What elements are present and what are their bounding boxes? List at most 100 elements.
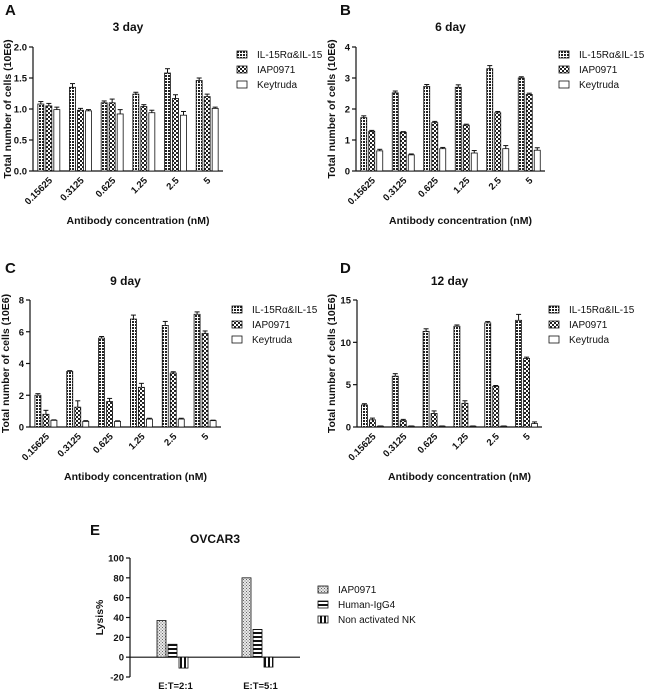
legend-swatch (236, 50, 248, 59)
y-tick-label: 0 (345, 167, 350, 178)
y-axis-label: Total number of cells (10E6) (0, 294, 12, 433)
bar-dense (486, 68, 494, 172)
y-tick-label: 0 (19, 423, 24, 434)
x-tick-label: 0.625 (416, 175, 441, 200)
legend-label: Human-IgG4 (338, 600, 396, 611)
legend-label: IAP0971 (257, 65, 296, 76)
legend-swatch (558, 65, 570, 74)
bar-check (461, 402, 469, 428)
y-tick-label: 100 (108, 554, 124, 565)
bar-dense (66, 371, 74, 428)
panel-letter: C (5, 260, 16, 277)
y-tick-label: 0 (119, 653, 124, 664)
bar-dense (69, 86, 76, 172)
x-tick-label: 0.15625 (346, 175, 379, 208)
bar-dense (454, 86, 462, 172)
bar-white (146, 418, 153, 428)
bar-dense (360, 117, 368, 172)
bar-white (531, 423, 538, 428)
legend-swatch (317, 600, 329, 609)
y-tick-label: 0.5 (14, 136, 28, 147)
bar-white (177, 418, 185, 428)
bar-white (376, 150, 384, 172)
chart-title: 6 day (435, 20, 466, 34)
legend-label: Non activated NK (338, 615, 416, 626)
bar-hstripe (252, 629, 263, 658)
x-tick-label: E:T=5:1 (243, 681, 278, 692)
panel-letter: B (340, 2, 351, 19)
bar-check (369, 419, 376, 428)
bar-check (77, 109, 84, 172)
bar-dense (34, 394, 42, 428)
bar-white (180, 114, 187, 172)
x-tick-label: 5 (524, 175, 536, 187)
bar-check (74, 406, 82, 428)
y-tick-label: 2.0 (14, 43, 27, 54)
bar-check (172, 98, 179, 172)
legend-label: Keytruda (569, 335, 609, 346)
bar-white (439, 148, 447, 172)
y-tick-label: 1 (345, 136, 351, 147)
x-tick-label: 1.25 (127, 431, 148, 452)
x-tick-label: 2.5 (485, 431, 503, 449)
bar-vstripe (263, 656, 274, 668)
legend-label: Keytruda (252, 335, 292, 346)
bar-dense (422, 330, 430, 428)
bar-check (106, 401, 113, 428)
x-tick-label: 1.25 (129, 175, 150, 196)
bar-white (85, 110, 92, 172)
x-axis-label: Antibody concentration (nM) (388, 471, 531, 483)
bar-white (211, 107, 219, 172)
chart-title: 12 day (431, 274, 469, 288)
x-tick-label: 0.15625 (346, 431, 379, 464)
x-axis-label: Antibody concentration (nM) (389, 215, 532, 227)
bar-dense (391, 375, 399, 428)
y-tick-label: 60 (113, 593, 124, 604)
x-tick-label: 2.5 (162, 431, 180, 449)
y-tick-label: 20 (113, 633, 124, 644)
bar-dense (193, 313, 201, 428)
y-tick-label: -20 (110, 673, 124, 684)
x-tick-label: 0.3125 (381, 175, 410, 204)
bar-check (169, 372, 177, 428)
legend-swatch (548, 305, 560, 314)
legend-swatch (231, 320, 243, 329)
y-tick-label: 3 (345, 74, 350, 85)
bar-white (116, 113, 124, 172)
x-tick-label: 0.625 (94, 175, 119, 200)
bar-dense (515, 319, 522, 428)
legend-label: IL-15Rα&IL-15 (252, 305, 318, 316)
y-tick-label: 0.0 (14, 167, 27, 178)
bar-check (462, 124, 470, 172)
y-tick-label: 2 (345, 105, 350, 116)
bar-dense (195, 80, 203, 172)
legend-swatch (548, 335, 560, 344)
x-tick-label: 0.625 (91, 431, 116, 456)
x-tick-label: E:T=2:1 (158, 681, 193, 692)
y-tick-label: 4 (19, 359, 25, 370)
bar-dense (517, 77, 525, 172)
chart-title: 3 day (113, 20, 144, 34)
bar-check (140, 106, 148, 172)
y-tick-label: 80 (113, 573, 124, 584)
bar-dense (164, 72, 171, 172)
bar-white (148, 112, 156, 172)
y-tick-label: 1.5 (14, 74, 28, 85)
legend-swatch (317, 615, 329, 624)
x-axis-label: Antibody concentration (nM) (64, 471, 207, 483)
legend-label: IL-15Rα&IL-15 (579, 50, 645, 61)
bar-check (431, 122, 439, 172)
x-tick-label: 0.625 (416, 431, 441, 456)
legend-label: IL-15Rα&IL-15 (257, 50, 323, 61)
legend-label: IAP0971 (252, 320, 291, 331)
bar-vstripe (178, 656, 189, 669)
legend-label: IAP0971 (569, 320, 608, 331)
bar-dense (132, 93, 140, 172)
bar-dense (453, 325, 461, 428)
y-axis-label: Lysis% (94, 599, 106, 635)
bar-check (42, 413, 50, 428)
y-axis-label: Total number of cells (10E6) (326, 39, 338, 178)
y-tick-label: 0 (346, 423, 351, 434)
